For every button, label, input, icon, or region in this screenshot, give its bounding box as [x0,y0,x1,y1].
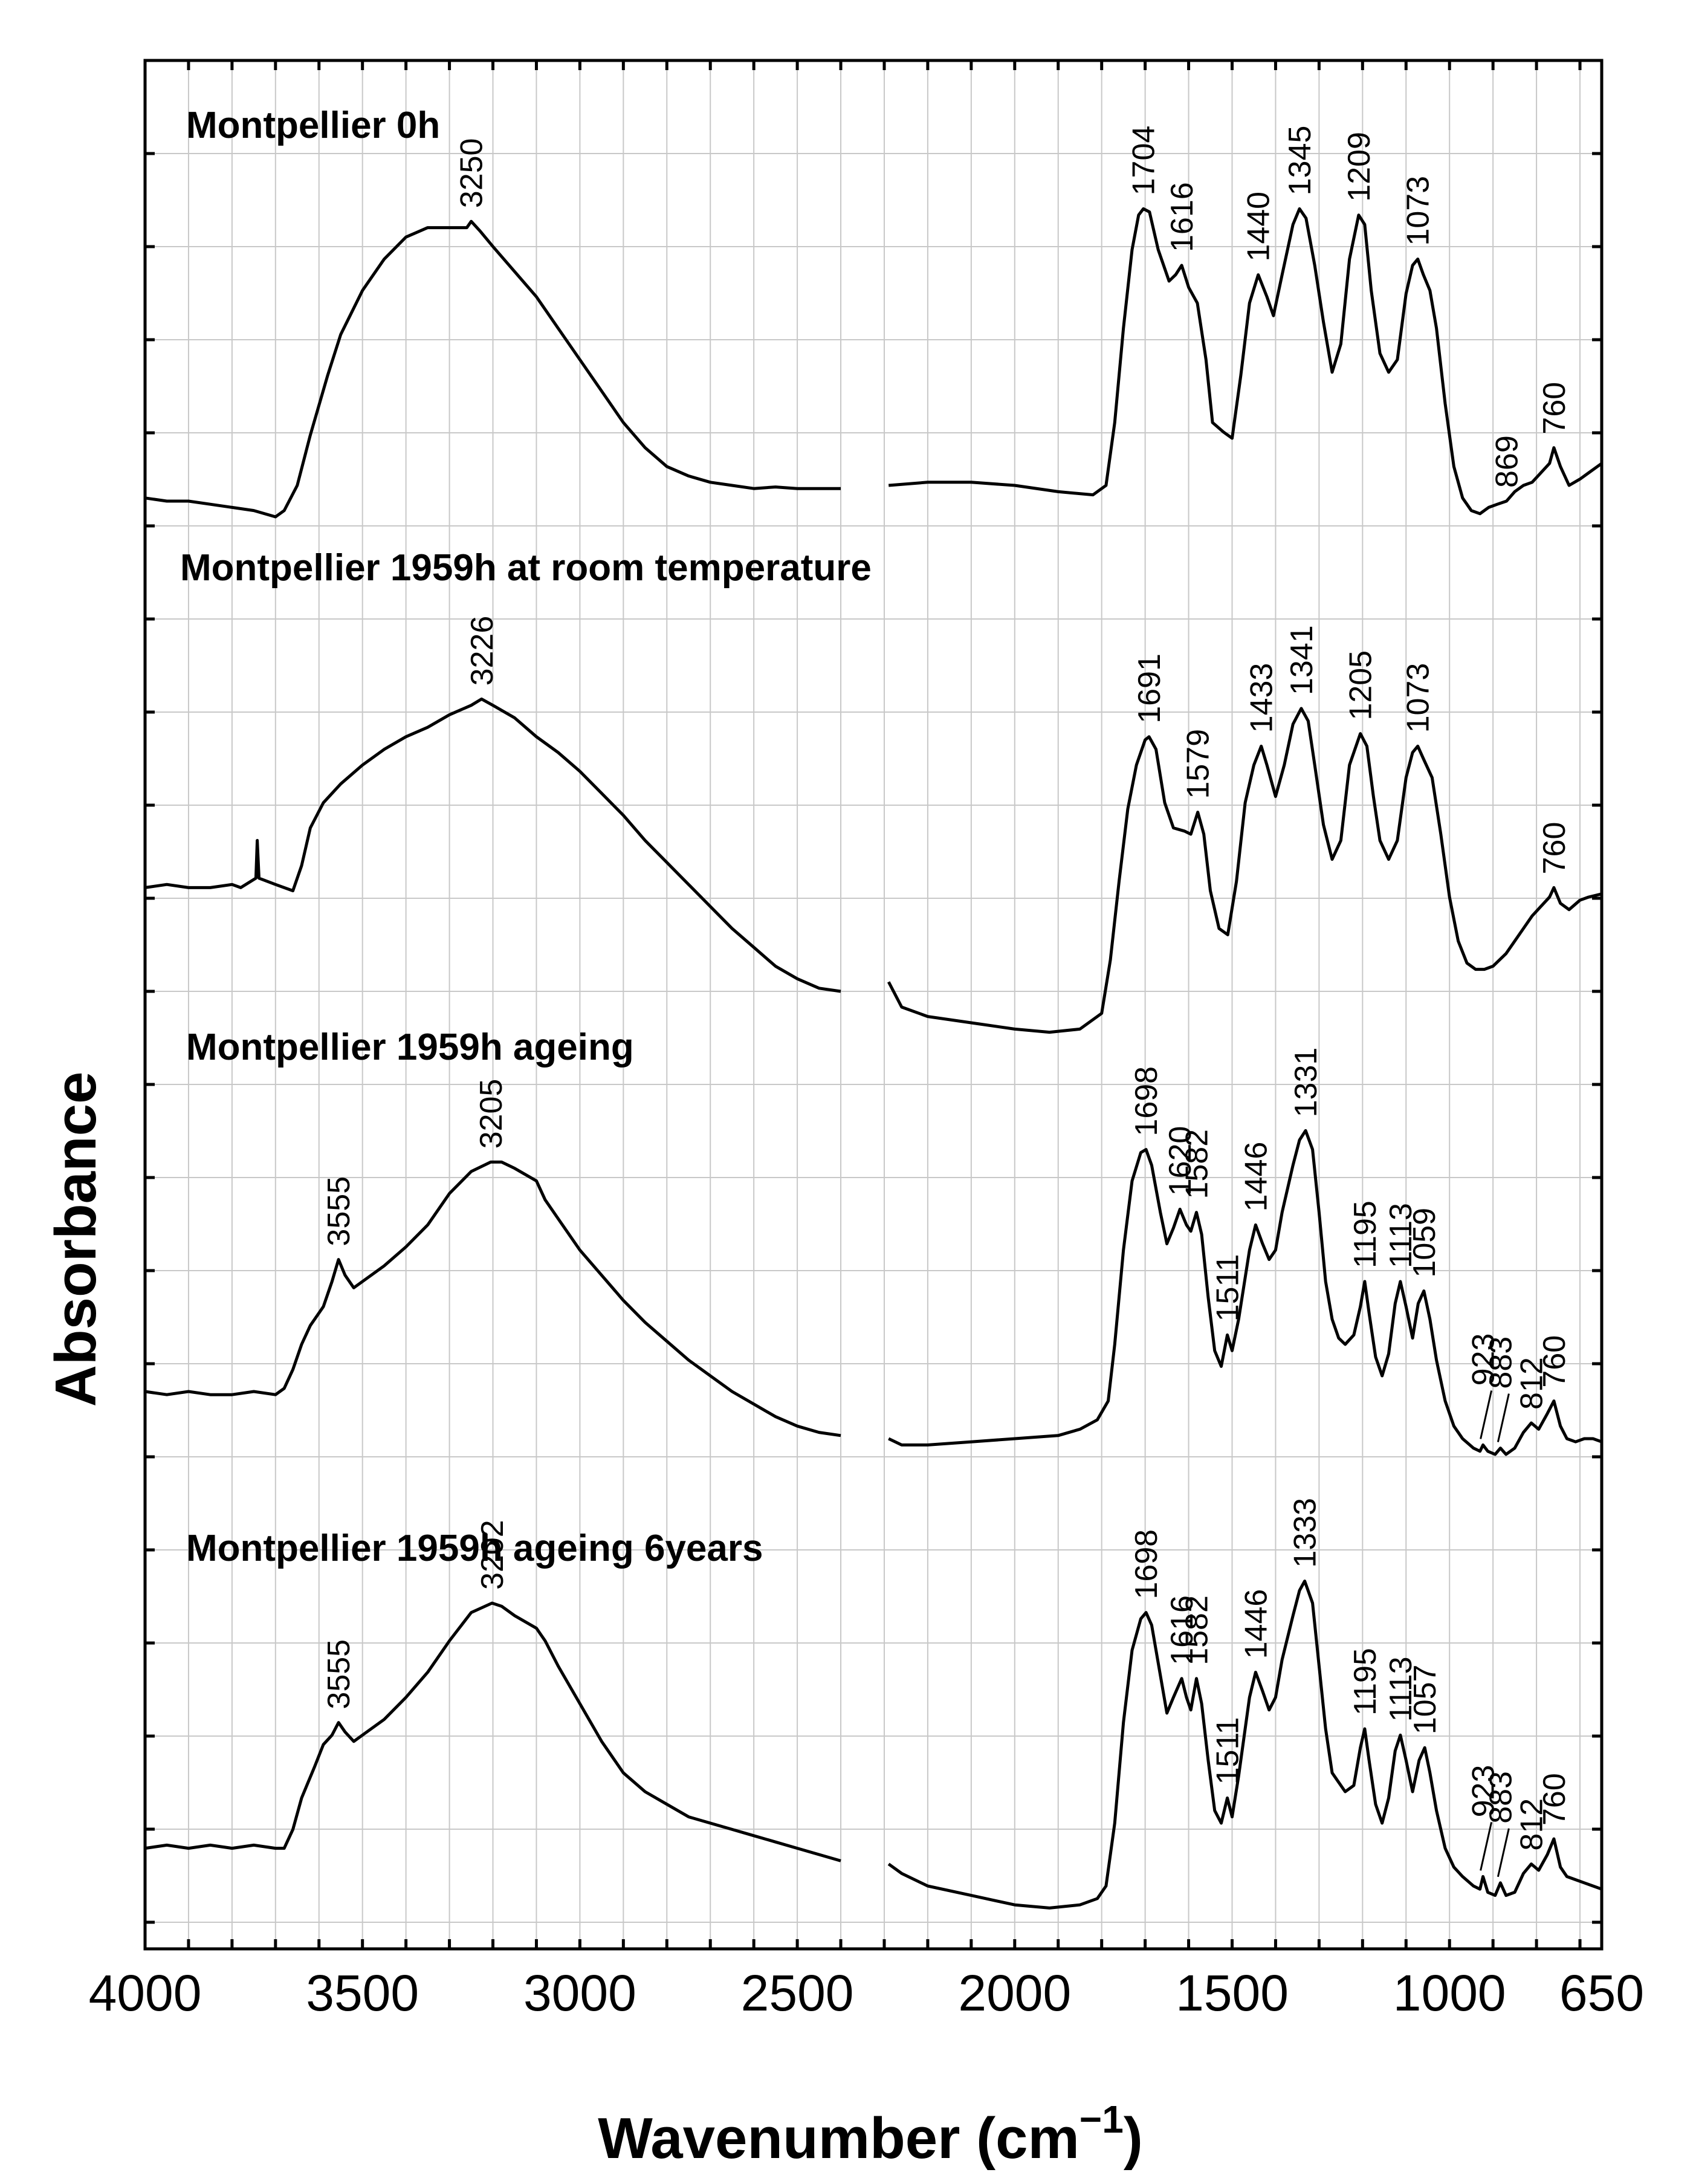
peak-label: 1579 [1181,729,1216,799]
panel-title-ageing: Montpellier 1959h ageing [186,1026,634,1068]
peak-leader-line [1480,1390,1493,1439]
peak-label: 1446 [1238,1142,1274,1212]
series-layer [144,207,1603,1910]
peak-label: 1698 [1129,1529,1164,1599]
spectrum-line [144,697,1602,1034]
peak-label: 923 [1466,1765,1501,1818]
x-tick-label: 1000 [1393,1965,1506,2021]
x-tick-label: 2000 [958,1965,1071,2021]
spectrum-line [144,1580,1602,1910]
peak-label: 1073 [1401,663,1436,733]
peak-label: 883 [1483,1337,1518,1389]
x-tick-label: 2500 [741,1965,854,2021]
peak-label: 3555 [322,1639,357,1709]
peak-label: 1331 [1289,1048,1324,1118]
peak-label: 1446 [1238,1589,1274,1659]
grid-layer [145,60,1602,1949]
peak-leader-line [1497,1393,1510,1442]
x-tick-label: 3000 [523,1965,636,2021]
peak-label: 1511 [1211,1254,1246,1322]
peak-label: 1698 [1129,1066,1164,1136]
peak-label: 1345 [1283,126,1318,196]
spectrum-line [144,207,1603,519]
x-tick-label: 4000 [89,1965,202,2021]
peak-label: 1059 [1407,1208,1442,1278]
axis-ticks [145,60,1602,1949]
peak-label: 1195 [1348,1648,1383,1716]
peak-label: 812 [1515,1798,1550,1851]
panel-title-ageing-6years: Montpellier 1959h ageing 6years [186,1528,763,1569]
peak-label: 760 [1537,822,1572,875]
peak-label: 883 [1483,1771,1518,1824]
x-tick-labels: 4000 3500 3000 2500 2000 1500 1000 650 [89,1965,1645,2021]
spectrum-line [144,1129,1602,1456]
panel-title-room-temperature: Montpellier 1959h at room temperature [180,547,872,589]
x-axis-title-main: Wavenumber (cm [598,2106,1079,2171]
peak-label: 869 [1490,435,1525,488]
peak-label: 1440 [1241,192,1277,262]
peak-label: 1691 [1132,653,1167,724]
panel-titles: Montpellier 0h Montpellier 1959h at room… [180,105,872,1569]
peak-leader-line [1480,1822,1493,1871]
panel-title-0h: Montpellier 0h [186,105,440,146]
peak-label: 1616 [1165,182,1200,252]
peak-label: 3202 [475,1520,510,1590]
peak-label: 760 [1537,382,1572,435]
peak-label: 760 [1537,1335,1572,1388]
peak-label: 1113 [1384,1203,1419,1268]
peak-label: 1195 [1348,1201,1383,1268]
x-tick-label: 650 [1559,1965,1644,2021]
peak-label: 1433 [1244,663,1280,733]
x-axis-title: Wavenumber (cm−1) [598,2098,1143,2171]
peak-label: 1582 [1180,1129,1215,1199]
peak-label: 1704 [1127,126,1162,196]
x-tick-label: 3500 [306,1965,419,2021]
peak-label: 1209 [1342,132,1377,202]
peak-label: 1333 [1288,1498,1323,1568]
peak-label: 1511 [1211,1717,1246,1785]
plot-frame [143,59,1604,1951]
x-axis-title-superscript: −1 [1079,2098,1124,2141]
peak-label: 3226 [465,616,500,686]
peak-label: 1073 [1401,176,1436,246]
peak-leader-line [1497,1828,1510,1878]
peak-label: 1205 [1344,650,1379,721]
peak-label: 3250 [455,138,490,209]
peak-label: 3205 [474,1079,509,1149]
peak-label: 812 [1515,1357,1550,1410]
y-axis-title: Absorbance [44,1072,108,1407]
x-axis-title-close: ) [1124,2106,1143,2171]
peak-label: 1113 [1384,1656,1419,1722]
peak-label: 1341 [1284,625,1319,695]
peak-label: 3555 [322,1176,357,1246]
peak-label: 1057 [1408,1665,1443,1735]
x-tick-label: 1500 [1176,1965,1289,2021]
peak-label: 1620 [1163,1126,1198,1196]
peak-label: 1582 [1180,1595,1215,1665]
peak-label: 1616 [1165,1595,1200,1665]
peak-label: 923 [1466,1333,1501,1386]
peak-label: 760 [1537,1773,1572,1826]
